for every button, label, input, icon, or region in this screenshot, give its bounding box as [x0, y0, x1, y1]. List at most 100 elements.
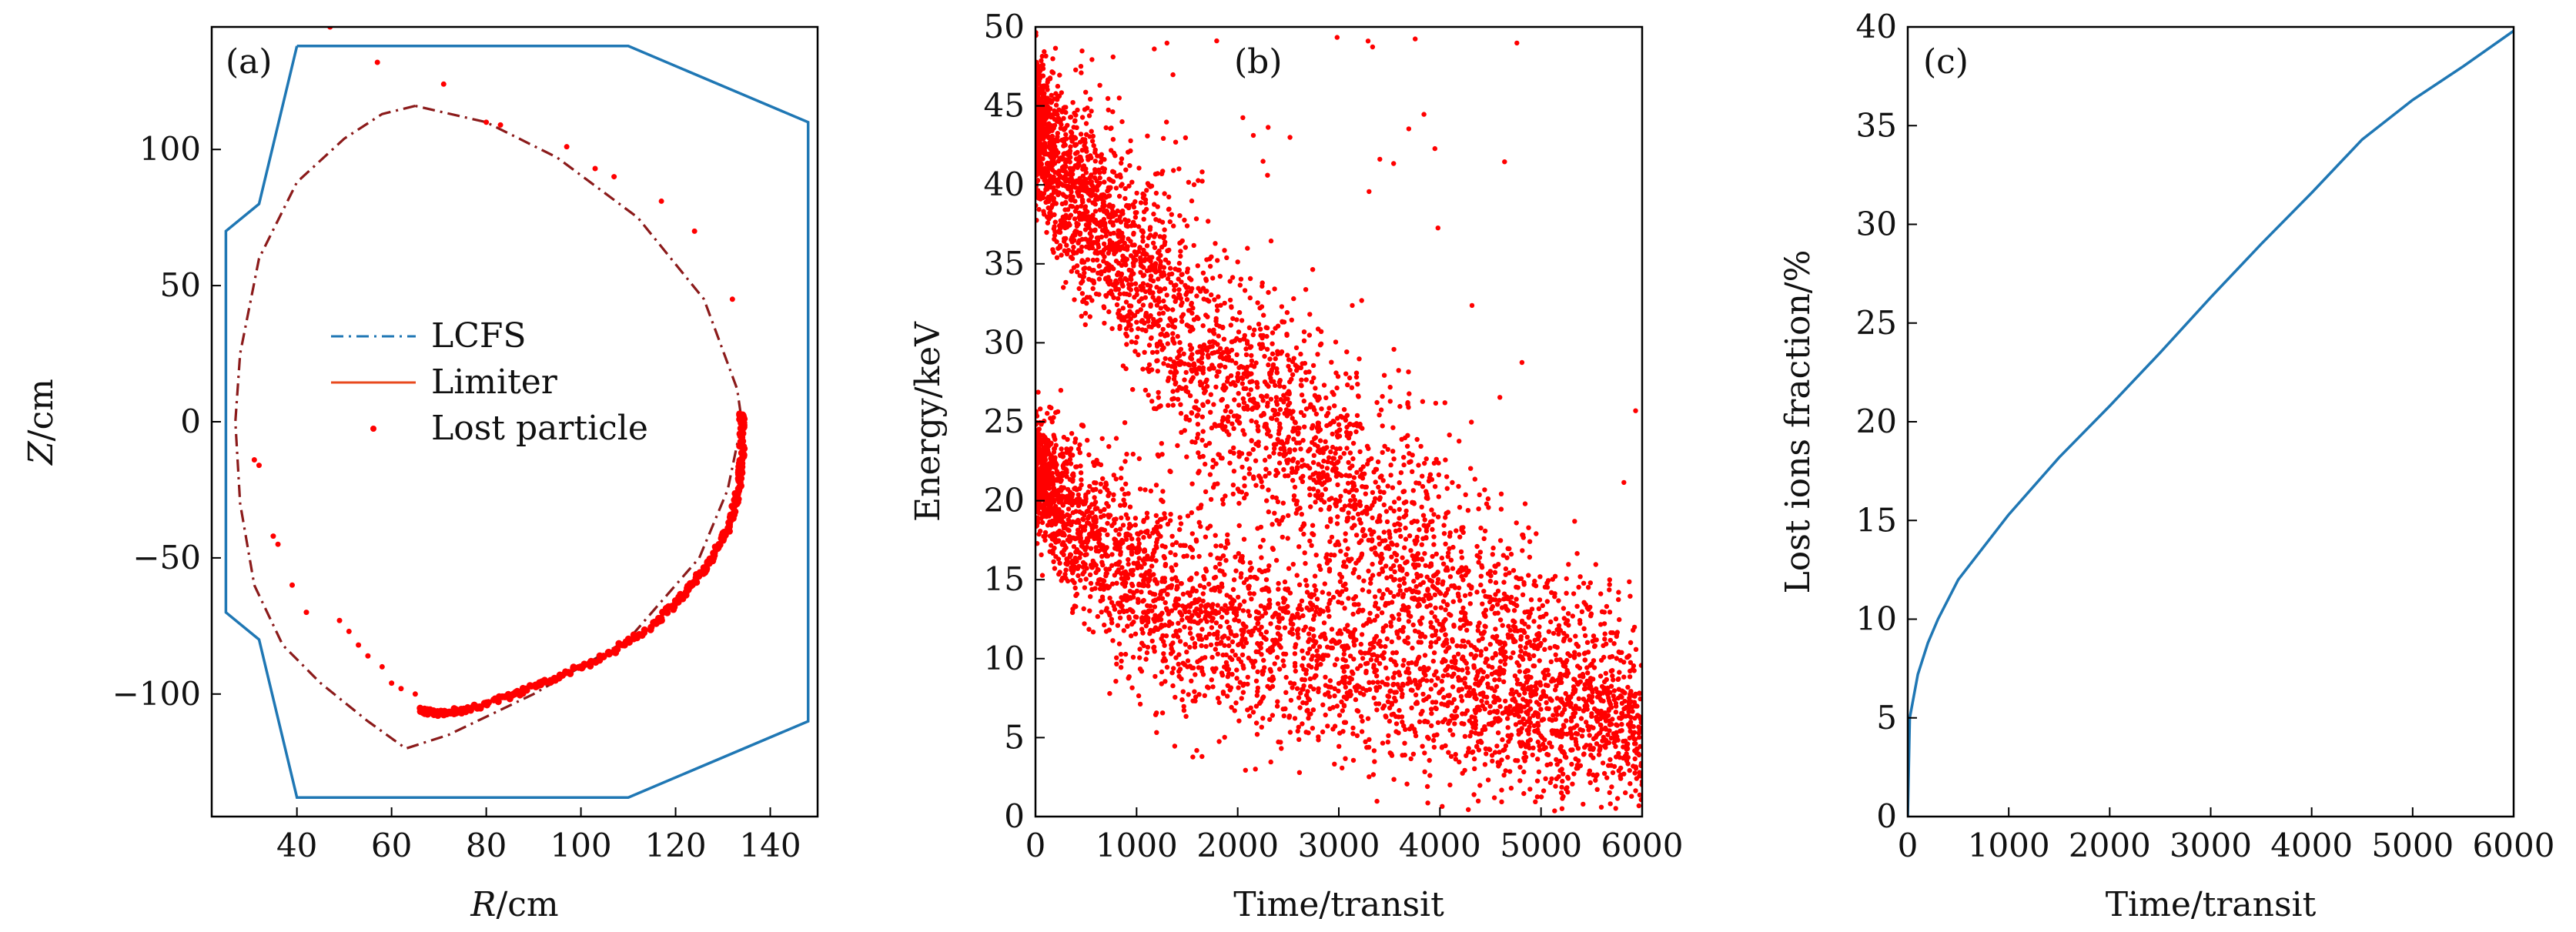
- energy-point: [1166, 362, 1171, 368]
- energy-point: [1310, 726, 1316, 731]
- energy-point: [1079, 115, 1086, 120]
- energy-point: [1416, 463, 1421, 468]
- energy-point: [1106, 444, 1112, 449]
- energy-point: [1397, 616, 1402, 623]
- energy-point: [1213, 241, 1218, 246]
- energy-point: [1638, 717, 1642, 722]
- energy-point: [1474, 553, 1480, 559]
- energy-point: [1158, 306, 1164, 311]
- energy-point: [1247, 345, 1253, 350]
- energy-point: [1176, 669, 1182, 674]
- energy-point: [1290, 456, 1296, 462]
- energy-point: [1410, 499, 1415, 506]
- energy-point: [1296, 426, 1302, 431]
- energy-point: [1213, 543, 1219, 549]
- energy-point: [1168, 369, 1173, 375]
- energy-point: [1216, 294, 1221, 299]
- energy-point: [1313, 435, 1319, 440]
- energy-point: [1141, 192, 1147, 198]
- energy-point: [1114, 580, 1119, 586]
- energy-point: [1422, 517, 1427, 523]
- energy-point: [1396, 612, 1402, 617]
- energy-point: [1490, 758, 1495, 764]
- energy-point: [1246, 451, 1252, 456]
- energy-point: [1333, 446, 1340, 452]
- energy-point: [1316, 462, 1321, 467]
- energy-point: [1072, 142, 1078, 147]
- energy-point: [1041, 136, 1046, 142]
- energy-point: [1419, 504, 1424, 509]
- energy-point: [1434, 551, 1440, 556]
- energy-point: [1044, 229, 1049, 236]
- energy-point: [1166, 322, 1171, 329]
- energy-point: [1418, 443, 1423, 449]
- energy-point: [1554, 627, 1560, 633]
- energy-point: [1124, 333, 1130, 339]
- energy-point: [1273, 382, 1278, 388]
- energy-point: [1253, 441, 1259, 447]
- energy-point: [1460, 667, 1465, 673]
- energy-point: [1291, 296, 1296, 302]
- energy-point: [1161, 361, 1166, 366]
- legend-label: Lost particle: [431, 409, 648, 448]
- energy-point: [1294, 499, 1300, 504]
- energy-point: [1393, 558, 1400, 563]
- energy-point: [1353, 696, 1359, 703]
- energy-point: [1447, 611, 1452, 617]
- energy-point: [1061, 434, 1067, 440]
- energy-point: [1116, 228, 1121, 233]
- energy-point: [1132, 215, 1139, 220]
- energy-point: [1050, 247, 1055, 252]
- energy-point: [1272, 286, 1277, 292]
- energy-point: [1353, 487, 1360, 493]
- energy-point: [1266, 289, 1271, 296]
- energy-point: [1542, 676, 1547, 681]
- energy-point: [1149, 335, 1154, 341]
- energy-point: [1106, 309, 1112, 315]
- energy-point: [1207, 263, 1213, 269]
- energy-point: [1122, 185, 1128, 192]
- energy-point: [1281, 467, 1286, 473]
- energy-point: [1613, 743, 1618, 750]
- energy-point: [1179, 272, 1185, 277]
- energy-point: [1302, 550, 1307, 556]
- energy-point: [1129, 242, 1136, 248]
- energy-point: [1423, 456, 1429, 462]
- energy-point: [1209, 254, 1214, 259]
- energy-point: [1292, 651, 1298, 656]
- energy-point: [1124, 202, 1129, 209]
- energy-point: [1424, 783, 1430, 790]
- energy-point: [1092, 228, 1098, 233]
- energy-point: [1307, 312, 1313, 317]
- energy-point: [1159, 452, 1165, 457]
- energy-point: [1324, 524, 1330, 529]
- energy-point: [1614, 754, 1619, 760]
- energy-point: [1182, 377, 1187, 382]
- energy-point: [1329, 460, 1335, 466]
- energy-point: [1049, 123, 1055, 129]
- energy-point: [1312, 573, 1318, 579]
- energy-point: [1343, 488, 1348, 493]
- energy-point: [1611, 688, 1618, 693]
- energy-point: [1397, 563, 1403, 570]
- energy-point: [1184, 322, 1190, 328]
- energy-point: [1196, 470, 1201, 476]
- energy-point: [1334, 521, 1340, 526]
- energy-point: [1270, 364, 1276, 369]
- energy-point: [1087, 314, 1093, 319]
- energy-point: [1140, 234, 1146, 240]
- energy-point: [1199, 643, 1204, 649]
- energy-point: [1335, 514, 1340, 519]
- energy-point: [1129, 339, 1135, 345]
- energy-point: [1177, 339, 1183, 346]
- energy-point: [1417, 719, 1423, 724]
- energy-point: [1140, 302, 1146, 308]
- energy-point: [1227, 279, 1233, 284]
- energy-point: [1397, 516, 1402, 521]
- energy-point: [1404, 781, 1410, 787]
- energy-point: [1423, 563, 1428, 569]
- energy-point: [1131, 263, 1136, 269]
- energy-point: [1281, 445, 1286, 451]
- energy-point: [1193, 672, 1198, 677]
